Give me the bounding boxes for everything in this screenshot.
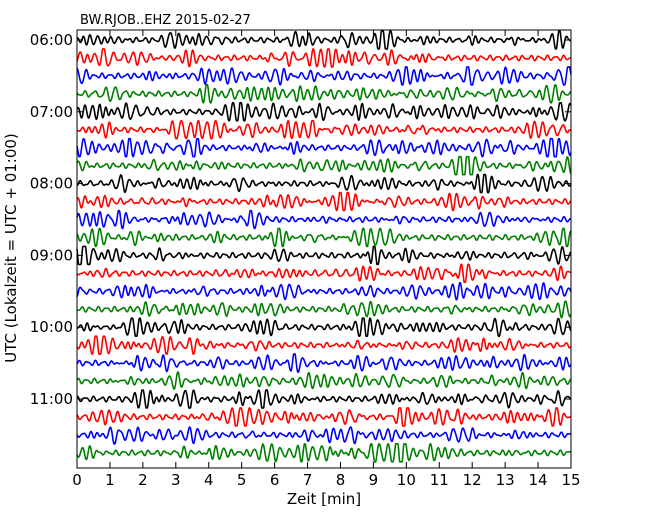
x-tick-label: 11 (430, 471, 449, 489)
x-axis: 0 1 2 3 4 5 6 7 8 9 10 11 12 13 14 15 (72, 30, 581, 489)
x-tick-label: 0 (72, 471, 82, 489)
seismic-trace (76, 300, 572, 319)
seismic-trace (76, 102, 572, 122)
seismic-trace (76, 48, 572, 68)
seismic-trace (76, 317, 572, 337)
seismic-trace (76, 263, 572, 284)
chart-title: BW.RJOB..EHZ 2015-02-27 (80, 13, 251, 28)
y-tick-label: 07:00 (30, 103, 73, 121)
seismic-trace (76, 227, 572, 248)
plot-frame (76, 29, 572, 469)
x-tick-label: 12 (463, 471, 482, 489)
y-axis: 06:00 07:00 08:00 09:00 10:00 11:00 (30, 31, 571, 408)
x-tick-label: 3 (171, 471, 181, 489)
seismic-trace (76, 209, 572, 230)
x-tick-label: 6 (270, 471, 280, 489)
seismic-trace (76, 119, 572, 140)
seismic-trace (76, 84, 572, 104)
seismic-trace (76, 191, 572, 212)
seismic-trace (76, 173, 572, 194)
trace-group (76, 30, 572, 463)
x-tick-label: 7 (303, 471, 313, 489)
seismic-trace (76, 30, 572, 50)
seismic-trace (76, 407, 572, 427)
y-tick-label: 11:00 (30, 390, 73, 408)
x-tick-label: 4 (204, 471, 214, 489)
y-tick-label: 10:00 (30, 318, 73, 336)
seismic-trace (76, 389, 572, 409)
x-axis-label: Zeit [min] (287, 490, 361, 508)
x-tick-label: 15 (561, 471, 580, 489)
seismic-trace (76, 245, 572, 266)
x-tick-label: 9 (369, 471, 379, 489)
seismic-trace (76, 281, 572, 301)
y-tick-label: 08:00 (30, 175, 73, 193)
y-tick-label: 06:00 (30, 31, 73, 49)
x-tick-label: 14 (529, 471, 548, 489)
x-tick-label: 10 (397, 471, 416, 489)
y-tick-label: 09:00 (30, 246, 73, 264)
seismic-trace (76, 443, 572, 463)
x-tick-label: 1 (105, 471, 115, 489)
x-tick-label: 2 (138, 471, 148, 489)
x-tick-label: 13 (496, 471, 515, 489)
seismic-trace (76, 66, 572, 86)
seismic-trace (76, 137, 572, 158)
seismic-trace (76, 335, 572, 355)
seismic-trace (76, 155, 572, 176)
seismic-trace (76, 371, 572, 390)
seismic-trace (76, 353, 572, 373)
seismic-trace (76, 426, 572, 445)
x-tick-label: 8 (336, 471, 346, 489)
x-tick-label: 5 (237, 471, 247, 489)
y-axis-label: UTC (Lokalzeit = UTC + 01:00) (2, 133, 20, 363)
